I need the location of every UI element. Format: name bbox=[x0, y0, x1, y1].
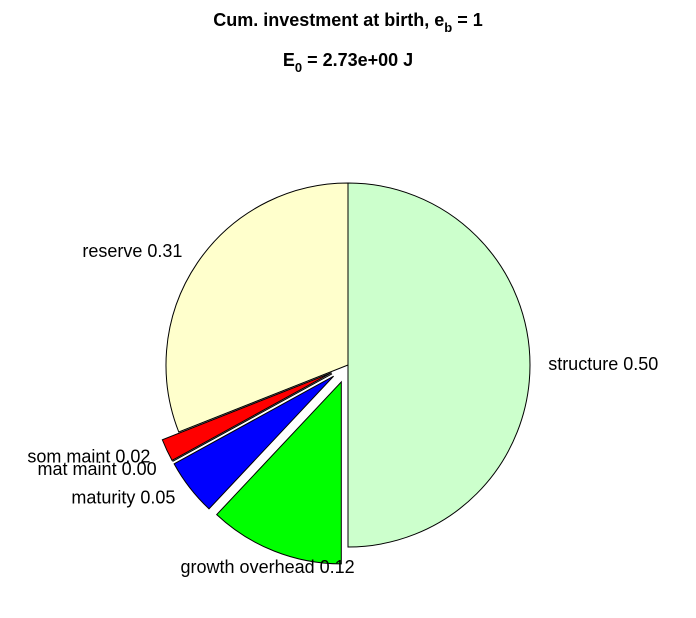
chart-title: Cum. investment at birth, eb = 1 bbox=[213, 10, 483, 35]
pie-slice bbox=[165, 182, 349, 433]
chart-subtitle: E0 = 2.73e+00 J bbox=[283, 50, 413, 75]
title-after: = 1 bbox=[452, 10, 483, 30]
pie-slice bbox=[173, 375, 334, 510]
title-sub: b bbox=[444, 20, 452, 35]
subtitle-text: E bbox=[283, 50, 295, 70]
slice-label: reserve 0.31 bbox=[82, 241, 182, 261]
title-text: Cum. investment at birth, e bbox=[213, 10, 444, 30]
pie-slice bbox=[161, 372, 332, 462]
pie-slice bbox=[347, 182, 531, 548]
slice-label: growth overhead 0.12 bbox=[181, 557, 355, 577]
slice-label: mat maint 0.00 bbox=[38, 459, 157, 479]
subtitle-sub: 0 bbox=[295, 60, 302, 75]
slice-label: maturity 0.05 bbox=[71, 488, 175, 508]
pie-slice bbox=[216, 380, 342, 565]
slice-label: structure 0.50 bbox=[548, 354, 658, 374]
slice-label: som maint 0.02 bbox=[27, 447, 150, 467]
subtitle-after: = 2.73e+00 J bbox=[302, 50, 413, 70]
